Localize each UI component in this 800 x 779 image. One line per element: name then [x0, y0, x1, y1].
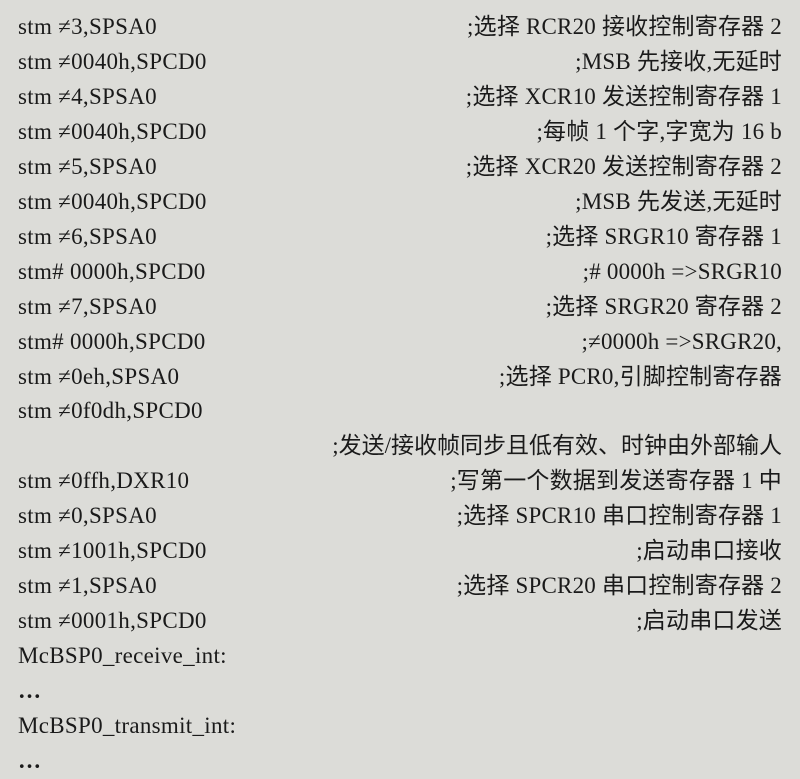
ellipsis: …	[18, 744, 782, 779]
code-line: stm ≠1,SPSA0 ;选择 SPCR20 串口控制寄存器 2	[18, 569, 782, 604]
comment: ;选择 SPCR20 串口控制寄存器 2	[457, 569, 782, 604]
continuation-comment: ;发送/接收帧同步且低有效、时钟由外部输人	[18, 429, 782, 464]
code-line: stm# 0000h,SPCD0 ;# 0000h =>SRGR10	[18, 255, 782, 290]
comment: ;MSB 先接收,无延时	[575, 45, 782, 80]
code-line: stm ≠0040h,SPCD0 ;MSB 先发送,无延时	[18, 185, 782, 220]
instruction: stm# 0000h,SPCD0	[18, 325, 206, 360]
comment: ;# 0000h =>SRGR10	[583, 255, 782, 290]
instruction: stm ≠0,SPSA0	[18, 499, 157, 534]
code-line: stm ≠0eh,SPSA0 ;选择 PCR0,引脚控制寄存器	[18, 360, 782, 395]
comment: ;选择 SPCR10 串口控制寄存器 1	[457, 499, 782, 534]
comment: ;选择 SRGR20 寄存器 2	[546, 290, 782, 325]
instruction: stm ≠4,SPSA0	[18, 80, 157, 115]
comment: ;选择 SRGR10 寄存器 1	[546, 220, 782, 255]
code-line: stm ≠0f0dh,SPCD0	[18, 394, 782, 429]
comment: ;≠0000h =>SRGR20,	[582, 325, 782, 360]
comment: ;MSB 先发送,无延时	[575, 185, 782, 220]
code-line: stm ≠7,SPSA0 ;选择 SRGR20 寄存器 2	[18, 290, 782, 325]
code-line: stm ≠0040h,SPCD0 ;每帧 1 个字,字宽为 16 b	[18, 115, 782, 150]
instruction: stm ≠3,SPSA0	[18, 10, 157, 45]
comment: ;选择 PCR0,引脚控制寄存器	[499, 360, 782, 395]
instruction: stm ≠0040h,SPCD0	[18, 45, 207, 80]
label-transmit-int: McBSP0_transmit_int:	[18, 709, 782, 744]
code-line: stm ≠1001h,SPCD0 ;启动串口接收	[18, 534, 782, 569]
comment: ;选择 XCR20 发送控制寄存器 2	[466, 150, 782, 185]
code-line: stm ≠0,SPSA0 ;选择 SPCR10 串口控制寄存器 1	[18, 499, 782, 534]
instruction: stm# 0000h,SPCD0	[18, 255, 206, 290]
instruction: stm ≠7,SPSA0	[18, 290, 157, 325]
instruction: stm ≠0040h,SPCD0	[18, 185, 207, 220]
comment: ;启动串口发送	[636, 604, 782, 639]
code-line: stm ≠0040h,SPCD0 ;MSB 先接收,无延时	[18, 45, 782, 80]
comment: ;选择 XCR10 发送控制寄存器 1	[466, 80, 782, 115]
code-line: stm ≠3,SPSA0 ;选择 RCR20 接收控制寄存器 2	[18, 10, 782, 45]
instruction: stm ≠5,SPSA0	[18, 150, 157, 185]
instruction: stm ≠6,SPSA0	[18, 220, 157, 255]
comment: ;每帧 1 个字,字宽为 16 b	[536, 115, 782, 150]
comment: ;选择 RCR20 接收控制寄存器 2	[467, 10, 782, 45]
instruction: stm ≠0001h,SPCD0	[18, 604, 207, 639]
label-receive-int: McBSP0_receive_int:	[18, 639, 782, 674]
instruction: stm ≠0ffh,DXR10	[18, 464, 189, 499]
code-line: stm ≠4,SPSA0 ;选择 XCR10 发送控制寄存器 1	[18, 80, 782, 115]
ellipsis: …	[18, 674, 782, 709]
code-line: stm ≠6,SPSA0 ;选择 SRGR10 寄存器 1	[18, 220, 782, 255]
code-line: stm ≠0ffh,DXR10 ;写第一个数据到发送寄存器 1 中	[18, 464, 782, 499]
instruction: stm ≠0040h,SPCD0	[18, 115, 207, 150]
code-line: stm ≠5,SPSA0 ;选择 XCR20 发送控制寄存器 2	[18, 150, 782, 185]
instruction: stm ≠0eh,SPSA0	[18, 360, 179, 395]
code-line: stm# 0000h,SPCD0 ;≠0000h =>SRGR20,	[18, 325, 782, 360]
comment: ;启动串口接收	[636, 534, 782, 569]
code-line: stm ≠0001h,SPCD0 ;启动串口发送	[18, 604, 782, 639]
instruction: stm ≠0f0dh,SPCD0	[18, 394, 203, 429]
instruction: stm ≠1001h,SPCD0	[18, 534, 207, 569]
instruction: stm ≠1,SPSA0	[18, 569, 157, 604]
comment: ;写第一个数据到发送寄存器 1 中	[450, 464, 782, 499]
